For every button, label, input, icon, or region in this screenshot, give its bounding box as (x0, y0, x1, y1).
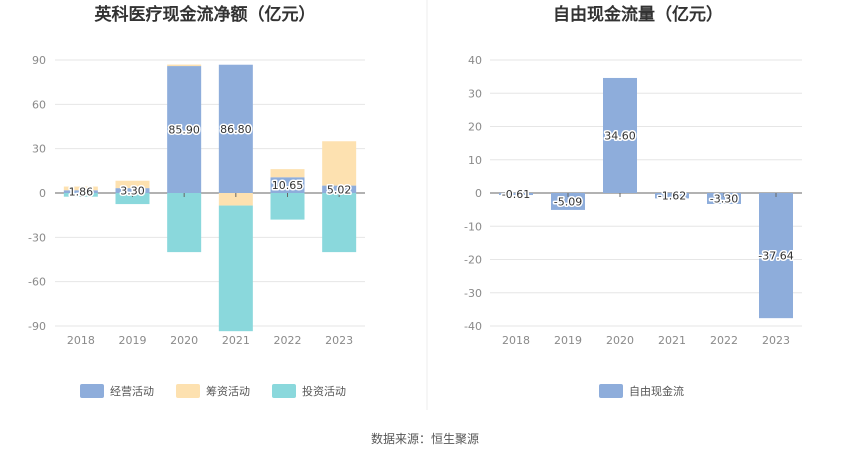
data-label: 85.90 (168, 124, 200, 137)
x-tick-label: 2021 (222, 334, 250, 347)
x-tick-label: 2022 (710, 334, 738, 347)
x-tick-label: 2023 (325, 334, 353, 347)
bar-cashflow-s0 (270, 177, 305, 193)
bar-cashflow-s0 (322, 185, 357, 193)
data-label: -0.61 (502, 188, 530, 201)
data-label: 1.86 (69, 186, 94, 199)
data-label: -5.09 (554, 195, 582, 208)
bar-cashflow-s2 (322, 193, 357, 253)
legend-swatch (599, 384, 623, 398)
bar-cashflow-s2 (270, 193, 305, 220)
data-label: 86.80 (220, 123, 252, 136)
y-tick-label: 40 (468, 54, 482, 67)
x-tick-label: 2023 (762, 334, 790, 347)
legend-swatch (80, 384, 104, 398)
y-tick-label: 0 (39, 187, 46, 200)
bar-cashflow-s1 (270, 169, 305, 178)
legend-label: 自由现金流 (629, 384, 684, 398)
y-tick-label: 90 (32, 54, 46, 67)
bar-cashflow-s1 (63, 186, 98, 191)
right-chart-title: 自由现金流量（亿元） (553, 4, 723, 25)
bar-cashflow-s0 (115, 188, 150, 193)
bar-fcf-s0 (707, 193, 741, 204)
y-tick-label: 60 (32, 98, 46, 111)
legend-label: 投资活动 (302, 384, 346, 398)
bar-cashflow-s2 (115, 193, 150, 205)
y-tick-label: 10 (468, 154, 482, 167)
data-label: -3.30 (710, 192, 738, 205)
y-tick-label: -40 (464, 320, 482, 333)
bar-cashflow-s0 (218, 64, 253, 194)
bar-cashflow-s1 (218, 193, 253, 206)
x-tick-label: 2018 (502, 334, 530, 347)
y-tick-label: 30 (32, 143, 46, 156)
x-tick-label: 2019 (119, 334, 147, 347)
y-tick-label: -20 (464, 254, 482, 267)
bar-cashflow-s1 (322, 141, 357, 186)
legend-swatch (176, 384, 200, 398)
x-tick-label: 2021 (658, 334, 686, 347)
data-label: 3.30 (120, 185, 145, 198)
y-tick-label: -30 (28, 231, 46, 244)
bar-cashflow-s1 (115, 180, 150, 189)
x-tick-label: 2018 (67, 334, 95, 347)
y-tick-label: 0 (475, 187, 482, 200)
source-label: 数据来源：恒生聚源 (371, 431, 479, 446)
legend-swatch (272, 384, 296, 398)
x-tick-label: 2022 (274, 334, 302, 347)
y-tick-label: -90 (28, 320, 46, 333)
x-tick-label: 2020 (606, 334, 634, 347)
bar-cashflow-s0 (63, 190, 98, 193)
data-label: -1.62 (658, 190, 686, 203)
data-label: 34.60 (604, 129, 636, 142)
legend-label: 经营活动 (110, 384, 154, 398)
legend-label: 筹资活动 (206, 384, 250, 398)
y-tick-label: -10 (464, 220, 482, 233)
y-tick-label: -30 (464, 287, 482, 300)
left-chart-title: 英科医疗现金流净额（亿元） (95, 4, 316, 25)
data-label: -37.64 (758, 250, 793, 263)
y-tick-label: 30 (468, 87, 482, 100)
bar-fcf-s0 (551, 193, 585, 210)
y-tick-label: 20 (468, 121, 482, 134)
bar-fcf-s0 (759, 193, 793, 319)
y-tick-label: -60 (28, 276, 46, 289)
x-tick-label: 2019 (554, 334, 582, 347)
bar-cashflow-s1 (167, 64, 202, 67)
bar-cashflow-s2 (167, 193, 202, 253)
bar-fcf-s0 (603, 77, 637, 193)
data-label: 10.65 (272, 179, 304, 192)
data-label: 5.02 (327, 183, 352, 196)
x-tick-label: 2020 (170, 334, 198, 347)
bar-cashflow-s0 (167, 66, 202, 193)
bar-cashflow-s2 (218, 205, 253, 332)
